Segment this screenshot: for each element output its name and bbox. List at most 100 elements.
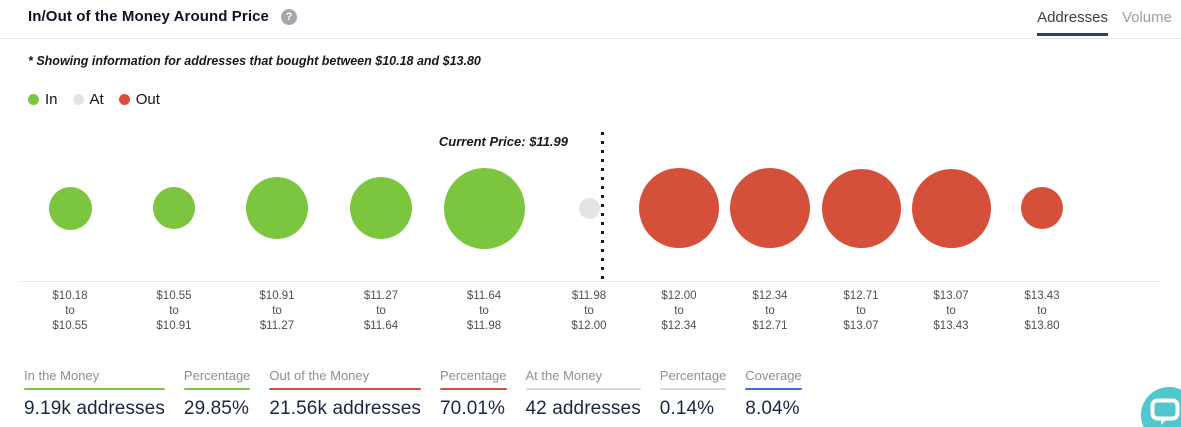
legend-item-in[interactable]: In — [28, 91, 58, 108]
stat-underline — [745, 388, 802, 390]
current-price-label: Current Price: $11.99 — [438, 134, 568, 149]
range-from: $13.43 — [1024, 290, 1060, 302]
range-from: $13.07 — [933, 290, 969, 302]
range-from: $12.00 — [661, 290, 697, 302]
stat-percentage-1: Percentage 29.85% — [183, 368, 251, 420]
bubble-in-1[interactable] — [153, 187, 195, 229]
range-separator: to — [765, 305, 775, 317]
help-icon[interactable]: ? — [280, 8, 297, 25]
range-to: $11.98 — [466, 320, 502, 332]
chat-bubble-icon — [1150, 398, 1180, 425]
tab-addresses[interactable]: Addresses — [1037, 9, 1108, 36]
x-axis-label-5: $11.98 to $12.00 — [543, 289, 635, 334]
bubble-in-4[interactable] — [443, 167, 525, 249]
range-to: $11.64 — [363, 320, 399, 332]
legend-label: In — [45, 91, 58, 108]
range-from: $11.98 — [571, 290, 607, 302]
stat-value: 0.14% — [659, 398, 715, 419]
range-separator: to — [169, 305, 179, 317]
bubble-out-8[interactable] — [821, 168, 901, 248]
range-to: $11.27 — [259, 320, 295, 332]
x-axis-label-3: $11.27 to $11.64 — [335, 289, 427, 334]
range-from: $10.55 — [156, 290, 192, 302]
range-to: $13.80 — [1024, 320, 1060, 332]
page-title: In/Out of the Money Around Price — [28, 8, 269, 25]
range-separator: to — [65, 305, 75, 317]
stat-percentage-5: Percentage 0.14% — [659, 368, 727, 420]
range-from: $12.71 — [843, 290, 879, 302]
legend-item-out[interactable]: Out — [118, 91, 160, 108]
range-to: $12.00 — [571, 320, 607, 332]
range-to: $10.55 — [52, 320, 88, 332]
bubble-in-2[interactable] — [246, 177, 308, 239]
tab-bar: Addresses Volume — [1037, 9, 1172, 36]
legend-label: Out — [135, 91, 160, 108]
stats-row: In the Money 9.19k addresses Percentage 29.… — [24, 368, 802, 420]
stat-underline — [24, 388, 165, 390]
x-axis-label-4: $11.64 to $11.98 — [438, 289, 530, 334]
bubble-out-9[interactable] — [911, 168, 991, 248]
range-separator: to — [856, 305, 866, 317]
range-to: $13.07 — [843, 320, 879, 332]
legend-dot-in — [28, 94, 39, 105]
bubble-in-0[interactable] — [48, 186, 92, 230]
range-separator: to — [1037, 305, 1047, 317]
stat-underline — [525, 388, 641, 390]
stat-label: At the Money — [525, 368, 603, 383]
stat-value: 42 addresses — [525, 398, 641, 419]
x-axis-label-9: $13.07 to $13.43 — [905, 289, 997, 334]
legend: In At Out — [28, 91, 160, 108]
range-separator: to — [479, 305, 489, 317]
stat-percentage-3: Percentage 70.01% — [440, 368, 507, 420]
x-axis-label-2: $10.91 to $11.27 — [231, 289, 323, 334]
range-to: $12.71 — [752, 320, 788, 332]
x-axis-label-6: $12.00 to $12.34 — [633, 289, 725, 334]
range-separator: to — [674, 305, 684, 317]
x-axis-label-7: $12.34 to $12.71 — [724, 289, 816, 334]
range-from: $11.64 — [466, 290, 502, 302]
chat-button[interactable] — [1141, 387, 1181, 427]
stat-label: In the Money — [24, 368, 100, 383]
x-axis-label-1: $10.55 to $10.91 — [128, 289, 220, 334]
range-separator: to — [272, 305, 282, 317]
stat-at-the-money-4: At the Money 42 addresses — [525, 368, 641, 420]
legend-label: At — [89, 91, 104, 108]
stat-underline — [659, 388, 727, 390]
range-separator: to — [584, 305, 594, 317]
current-price-line — [601, 132, 604, 281]
bubble-at-5[interactable] — [578, 197, 600, 219]
range-to: $12.34 — [661, 320, 697, 332]
range-to: $10.91 — [156, 320, 192, 332]
tab-volume[interactable]: Volume — [1121, 9, 1172, 26]
stat-value: 21.56k addresses — [269, 398, 422, 419]
stat-out-of-the-money-2: Out of the Money 21.56k addresses — [269, 368, 422, 420]
range-from: $10.18 — [52, 290, 88, 302]
range-to: $13.43 — [933, 320, 969, 332]
bubble-chart: Current Price: $11.99 $10.18 to $10.55 $10.… — [0, 120, 1181, 345]
legend-dot-out — [118, 94, 130, 105]
bubble-out-6[interactable] — [639, 168, 719, 248]
chart-note: * Showing information for addresses that… — [28, 54, 481, 68]
stat-label: Percentage — [183, 368, 251, 383]
bubble-in-3[interactable] — [350, 177, 412, 239]
stat-value: 70.01% — [440, 398, 506, 419]
stat-value: 29.85% — [183, 398, 249, 419]
x-axis-label-10: $13.43 to $13.80 — [996, 289, 1088, 334]
stat-underline — [440, 388, 507, 390]
bubble-out-10[interactable] — [1021, 187, 1063, 229]
legend-item-at[interactable]: At — [72, 91, 104, 108]
x-axis-label-0: $10.18 to $10.55 — [24, 289, 116, 334]
stat-in-the-money-0: In the Money 9.19k addresses — [24, 368, 165, 420]
range-from: $12.34 — [752, 290, 788, 302]
stat-underline — [183, 388, 251, 390]
x-axis-line — [20, 281, 1160, 282]
header-divider — [0, 38, 1181, 39]
bubble-out-7[interactable] — [730, 168, 810, 248]
x-axis-label-8: $12.71 to $13.07 — [815, 289, 907, 334]
legend-dot-at — [72, 94, 84, 105]
range-from: $10.91 — [259, 290, 295, 302]
range-separator: to — [376, 305, 386, 317]
stat-coverage-6: Coverage 8.04% — [745, 368, 802, 420]
stat-value: 8.04% — [745, 398, 800, 419]
